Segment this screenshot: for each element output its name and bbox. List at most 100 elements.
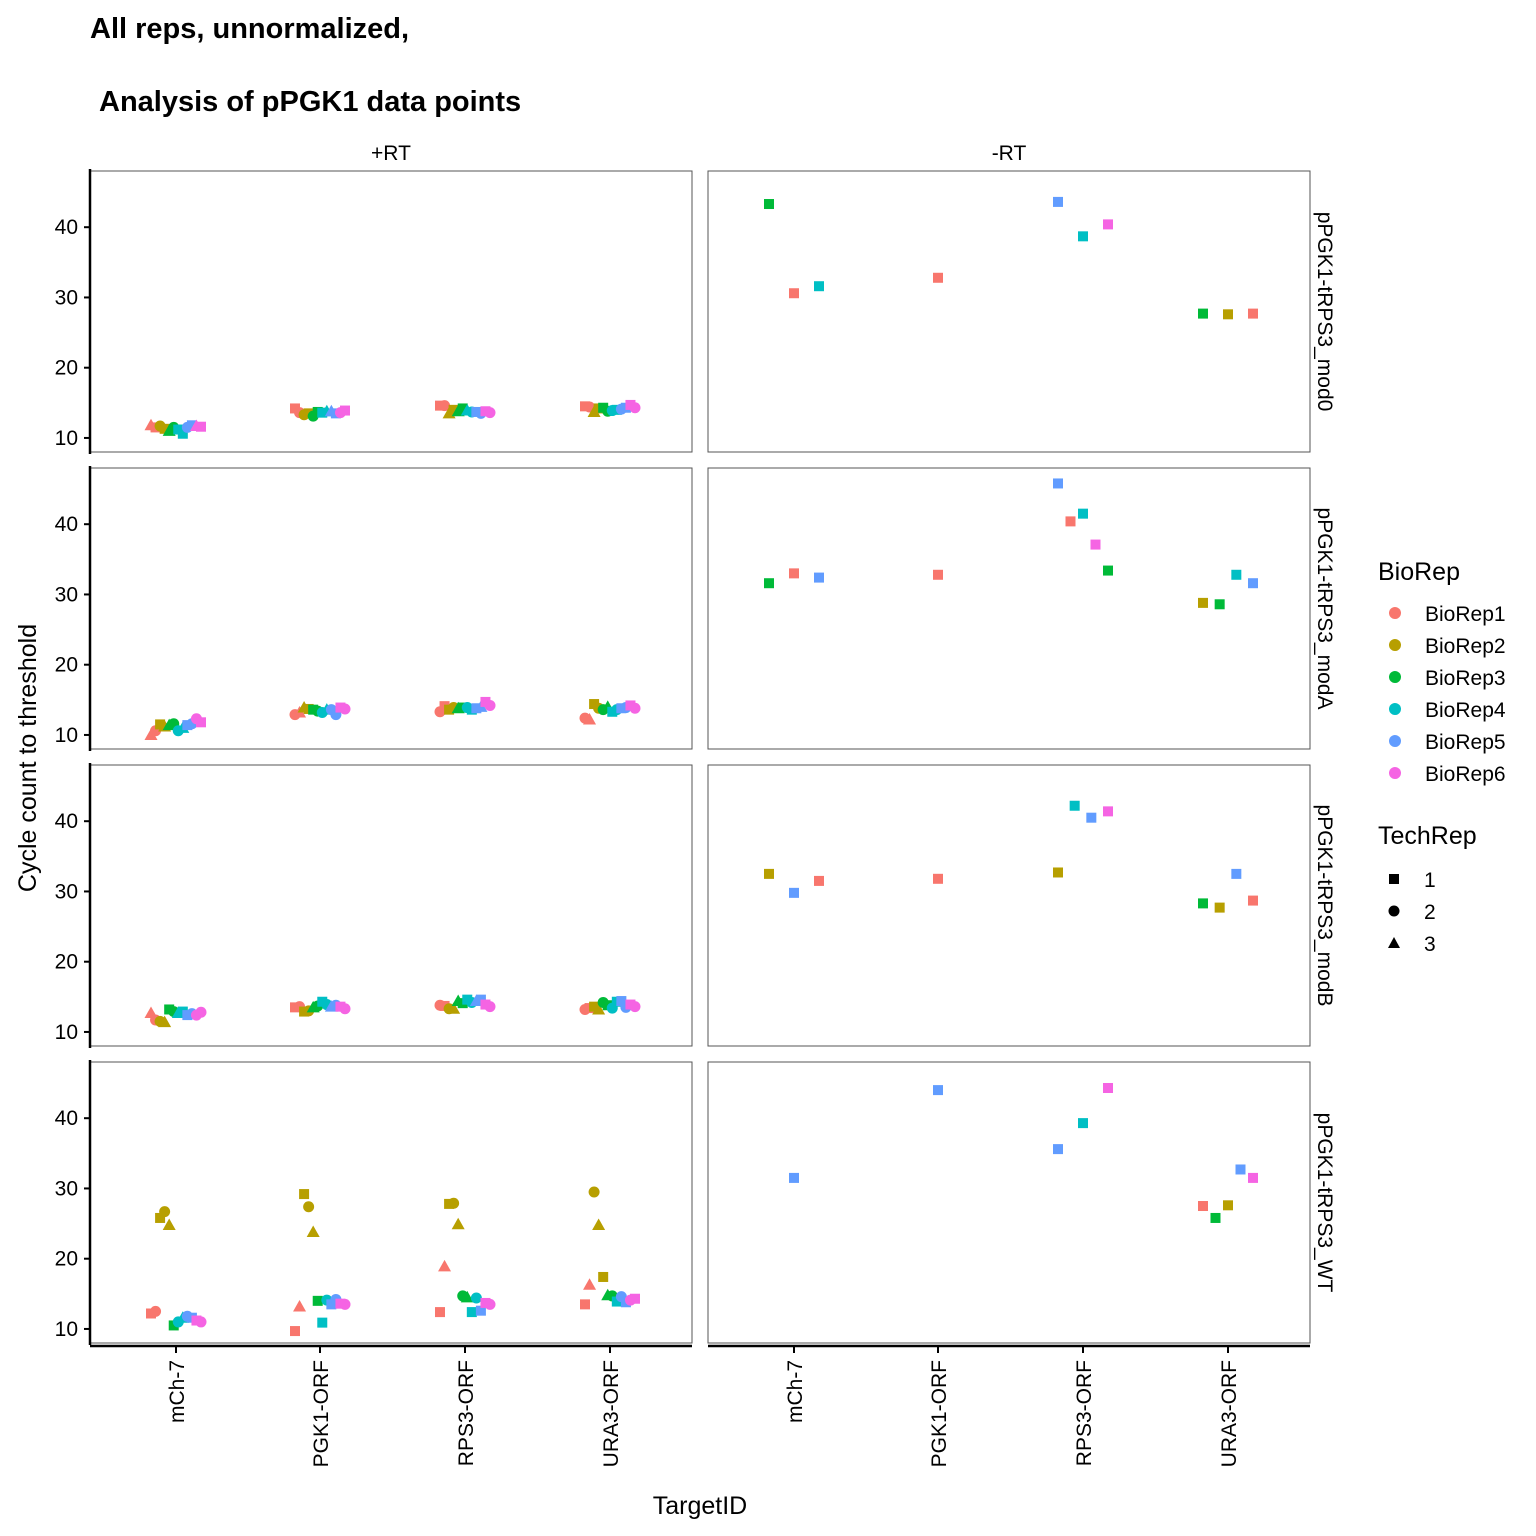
data-point bbox=[1248, 895, 1258, 906]
y-tick-label: 30 bbox=[55, 286, 78, 309]
data-point bbox=[629, 702, 641, 714]
data-point bbox=[933, 1085, 943, 1096]
data-point bbox=[186, 420, 197, 431]
legend-shape-label: 3 bbox=[1424, 933, 1436, 956]
data-point bbox=[1248, 578, 1258, 589]
facet-points bbox=[144, 399, 641, 439]
data-point bbox=[155, 1212, 166, 1223]
data-point bbox=[1248, 1172, 1258, 1183]
x-tick-label: URA3-ORF bbox=[1218, 1360, 1241, 1467]
y-tick-label: 20 bbox=[55, 1248, 78, 1271]
data-point bbox=[293, 1299, 307, 1312]
y-tick-label: 30 bbox=[55, 1177, 78, 1200]
data-point bbox=[339, 703, 351, 715]
data-point bbox=[451, 1217, 465, 1230]
facet-row-label: pPGK1-tRPS3_WT bbox=[1313, 1113, 1336, 1293]
data-point bbox=[764, 868, 774, 879]
legend-color-label: BioRep2 bbox=[1425, 635, 1506, 658]
data-point bbox=[177, 428, 188, 439]
data-point bbox=[598, 1271, 609, 1282]
data-point bbox=[1198, 597, 1208, 608]
y-tick-label: 20 bbox=[55, 654, 78, 677]
legend-color-key bbox=[1389, 767, 1401, 779]
legend-shape-key bbox=[1389, 874, 1399, 884]
data-point bbox=[484, 407, 496, 419]
data-point bbox=[933, 569, 943, 580]
data-point bbox=[438, 1259, 452, 1272]
y-tick-label: 40 bbox=[55, 1107, 78, 1130]
y-tick-label: 10 bbox=[55, 724, 78, 747]
data-point bbox=[340, 405, 350, 416]
data-point bbox=[447, 1002, 461, 1014]
x-axis-title: TargetID bbox=[653, 1492, 747, 1520]
data-point bbox=[789, 887, 799, 898]
data-point bbox=[814, 875, 824, 886]
data-point bbox=[1103, 219, 1113, 230]
legend-color-key bbox=[1389, 639, 1401, 651]
facet-panel bbox=[707, 467, 1311, 750]
y-tick-label: 10 bbox=[55, 427, 78, 450]
legend-color-label: BioRep4 bbox=[1425, 699, 1506, 722]
legend-shape-title: TechRep bbox=[1378, 822, 1477, 850]
data-point bbox=[1053, 1144, 1063, 1155]
data-point bbox=[588, 1186, 600, 1198]
facet-col-label: +RT bbox=[371, 142, 411, 165]
legend-color-label: BioRep5 bbox=[1425, 731, 1506, 754]
data-point bbox=[1090, 539, 1101, 550]
data-point bbox=[789, 1172, 799, 1183]
data-point bbox=[789, 568, 799, 579]
facet-row-label: pPGK1-tRPS3_modB bbox=[1313, 805, 1336, 1007]
data-point bbox=[339, 1003, 351, 1015]
y-tick-label: 20 bbox=[55, 951, 78, 974]
data-point bbox=[317, 407, 328, 418]
facet-panels: +RT -RT pPGK1-tRPS3_mod0 pPGK1-tRPS3_modA pP… bbox=[55, 142, 1336, 1467]
data-point bbox=[159, 423, 170, 434]
x-tick-label: mCh-7 bbox=[166, 1360, 189, 1423]
legend-shape-label: 2 bbox=[1424, 901, 1436, 924]
data-point bbox=[580, 1299, 590, 1310]
legend-shape-key bbox=[1388, 905, 1400, 917]
x-tick-label: PGK1-ORF bbox=[310, 1360, 333, 1467]
legend-color-key bbox=[1389, 607, 1401, 619]
data-point bbox=[630, 1293, 640, 1304]
data-point bbox=[158, 1015, 172, 1028]
chart-title-line-1: All reps, unnormalized, bbox=[90, 13, 409, 45]
data-point bbox=[144, 728, 158, 740]
data-point bbox=[764, 199, 774, 210]
data-point bbox=[589, 1001, 600, 1012]
legend-color-title: BioRep bbox=[1378, 558, 1460, 586]
facet-panel bbox=[707, 1061, 1311, 1344]
facet-points bbox=[764, 800, 1258, 913]
data-point bbox=[471, 703, 482, 714]
y-tick-label: 40 bbox=[55, 216, 78, 239]
facet-points bbox=[764, 196, 1258, 320]
data-point bbox=[1078, 1118, 1088, 1129]
x-tick-label: mCh-7 bbox=[784, 1360, 807, 1423]
x-tick-label: RPS3-ORF bbox=[455, 1360, 478, 1466]
data-point bbox=[1198, 1201, 1208, 1212]
facet-points bbox=[146, 1186, 640, 1337]
data-point bbox=[611, 1296, 622, 1307]
legend-shape-key bbox=[1388, 937, 1400, 948]
data-point bbox=[475, 1305, 486, 1316]
data-point bbox=[195, 1006, 207, 1018]
data-point bbox=[1069, 800, 1080, 811]
data-point bbox=[1053, 867, 1063, 878]
data-point bbox=[629, 1001, 641, 1013]
data-point bbox=[480, 696, 491, 707]
data-point bbox=[1231, 569, 1242, 580]
data-point bbox=[196, 717, 206, 728]
data-point bbox=[299, 1189, 310, 1200]
data-point bbox=[789, 288, 799, 299]
legend-shape-label: 1 bbox=[1424, 869, 1436, 892]
data-point bbox=[1065, 516, 1076, 527]
y-axis-title: Cycle count to threshold bbox=[14, 624, 42, 892]
data-point bbox=[1103, 1082, 1113, 1093]
data-point bbox=[303, 1201, 315, 1213]
data-point bbox=[1214, 902, 1225, 913]
data-point bbox=[195, 1316, 207, 1328]
data-point bbox=[1198, 898, 1208, 909]
data-point bbox=[1248, 308, 1258, 319]
data-point bbox=[196, 421, 206, 432]
data-point bbox=[592, 1218, 606, 1230]
